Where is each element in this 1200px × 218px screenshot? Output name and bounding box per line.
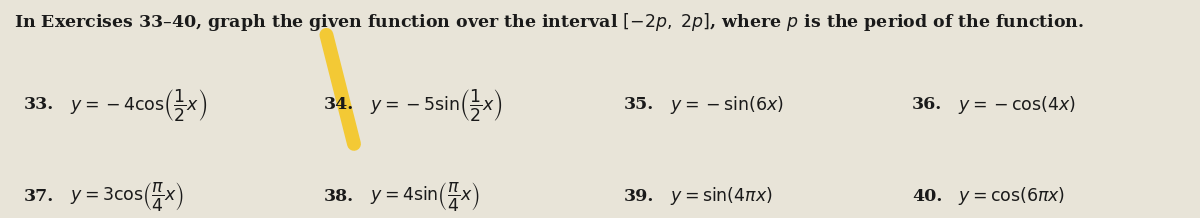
Text: 36.: 36. (912, 96, 942, 113)
Text: 37.: 37. (24, 188, 54, 205)
Text: In Exercises 33–40, graph the given function over the interval $[-2p,\ 2p]$, whe: In Exercises 33–40, graph the given func… (14, 11, 1085, 33)
Text: $y = \sin(4\pi x)$: $y = \sin(4\pi x)$ (670, 185, 773, 207)
Text: 35.: 35. (624, 96, 654, 113)
Text: $y = \cos(6\pi x)$: $y = \cos(6\pi x)$ (958, 185, 1064, 207)
Text: $y = 4\sin\!\left(\dfrac{\pi}{4}x\right)$: $y = 4\sin\!\left(\dfrac{\pi}{4}x\right)… (370, 180, 480, 213)
Text: $y = -\cos(4x)$: $y = -\cos(4x)$ (958, 94, 1075, 116)
Text: $y = -4\cos\!\left(\dfrac{1}{2}x\right)$: $y = -4\cos\!\left(\dfrac{1}{2}x\right)$ (70, 87, 206, 123)
Text: $y = -5\sin\!\left(\dfrac{1}{2}x\right)$: $y = -5\sin\!\left(\dfrac{1}{2}x\right)$ (370, 87, 503, 123)
Text: 38.: 38. (324, 188, 354, 205)
Text: 33.: 33. (24, 96, 54, 113)
Text: 39.: 39. (624, 188, 654, 205)
Text: $y = -\sin(6x)$: $y = -\sin(6x)$ (670, 94, 784, 116)
Text: 34.: 34. (324, 96, 354, 113)
Text: $y = 3\cos\!\left(\dfrac{\pi}{4}x\right)$: $y = 3\cos\!\left(\dfrac{\pi}{4}x\right)… (70, 180, 184, 213)
Text: 40.: 40. (912, 188, 942, 205)
